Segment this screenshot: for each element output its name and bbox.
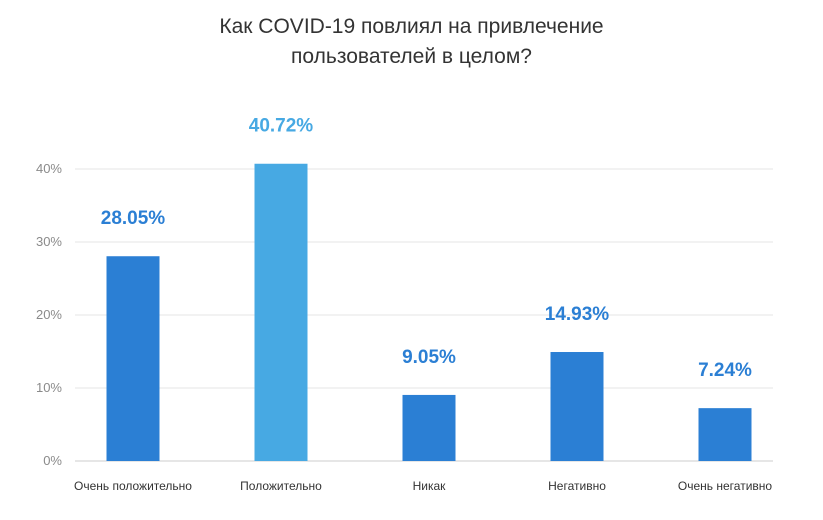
category-label-1: Очень положительно	[74, 479, 192, 493]
y-tick-label-0: 0%	[43, 453, 62, 468]
category-label-4: Негативно	[548, 479, 606, 493]
bar-3	[402, 394, 456, 461]
data-label-4: 14.93%	[545, 304, 610, 325]
data-label-2: 40.72%	[249, 116, 314, 137]
chart-title: Как COVID-19 повлиял на привлечение поль…	[0, 12, 823, 72]
y-tick-label-30: 30%	[36, 234, 62, 249]
y-tick-label-20: 20%	[36, 307, 62, 322]
bar-2	[254, 163, 308, 461]
category-label-2: Положительно	[240, 479, 322, 493]
bar-5	[698, 408, 752, 461]
chart-title-line-1: Как COVID-19 повлиял на привлечение	[219, 15, 604, 38]
data-label-5: 7.24%	[698, 360, 752, 381]
category-label-5: Очень негативно	[678, 479, 772, 493]
data-label-1: 28.05%	[101, 208, 166, 229]
category-label-3: Никак	[413, 479, 447, 493]
y-tick-label-10: 10%	[36, 380, 62, 395]
chart-title-line-2: пользователей в целом?	[291, 45, 532, 68]
y-tick-label-40: 40%	[36, 161, 62, 176]
data-label-3: 9.05%	[402, 347, 456, 368]
bar-1	[106, 256, 160, 461]
bar-4	[550, 352, 604, 461]
